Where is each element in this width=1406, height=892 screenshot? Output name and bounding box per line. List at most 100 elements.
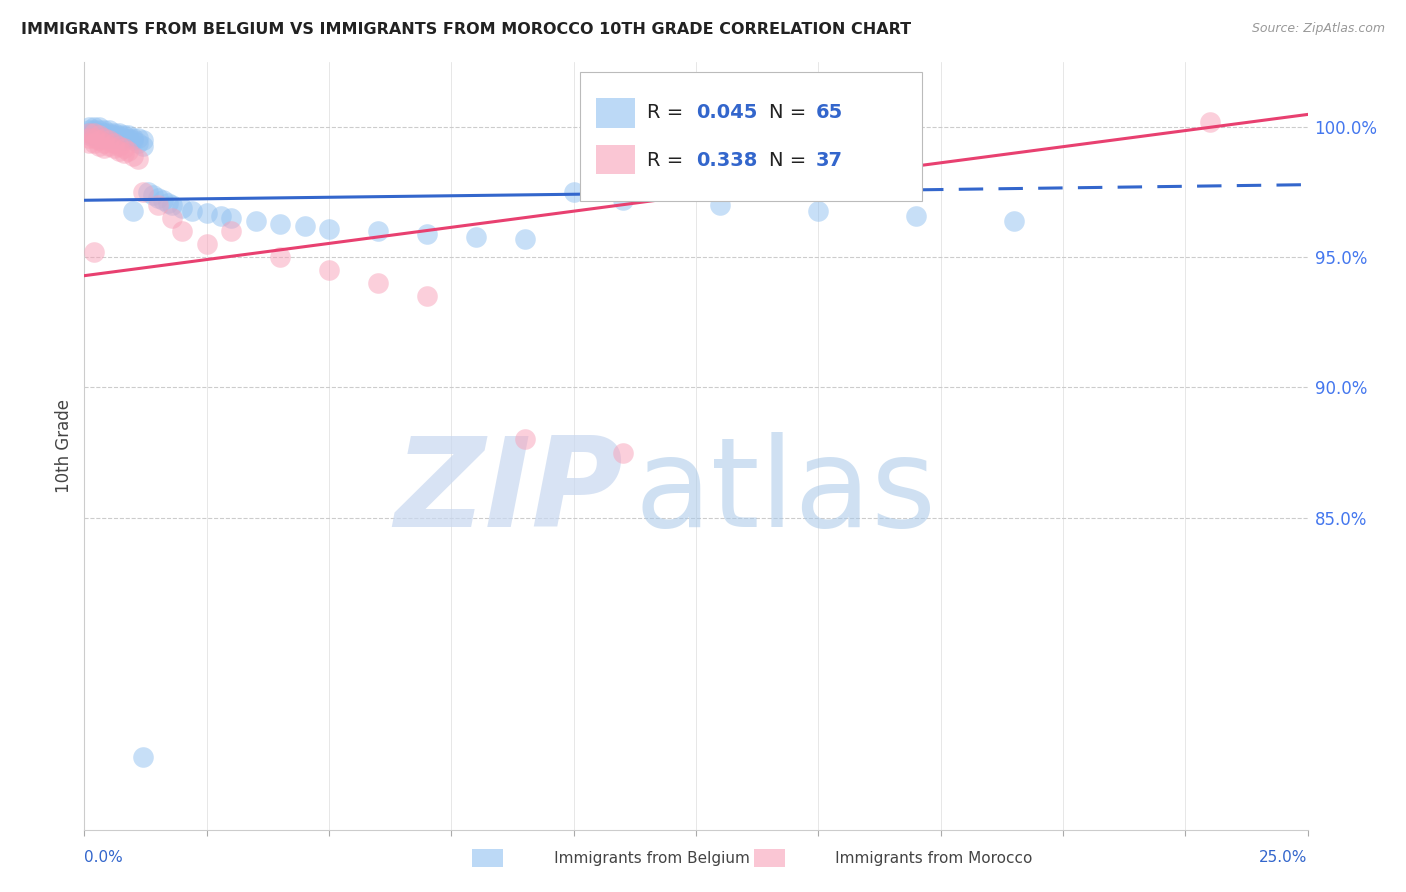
- Point: [709, 198, 731, 212]
- Point: [93, 131, 115, 145]
- Point: [83, 126, 105, 140]
- Point: [107, 138, 129, 153]
- Point: [87, 131, 110, 145]
- Point: [87, 126, 110, 140]
- Point: [269, 251, 291, 265]
- Point: [172, 224, 194, 238]
- FancyBboxPatch shape: [754, 849, 785, 867]
- Point: [87, 123, 110, 137]
- FancyBboxPatch shape: [472, 849, 503, 867]
- Point: [83, 126, 105, 140]
- Point: [294, 219, 316, 234]
- Point: [367, 224, 389, 238]
- Point: [77, 128, 100, 143]
- Point: [612, 194, 634, 208]
- Text: 0.338: 0.338: [696, 151, 758, 170]
- Point: [416, 289, 439, 303]
- Point: [93, 126, 115, 140]
- Y-axis label: 10th Grade: 10th Grade: [55, 399, 73, 493]
- Point: [122, 131, 145, 145]
- Point: [1002, 214, 1025, 228]
- Point: [97, 138, 120, 153]
- Point: [513, 232, 536, 246]
- Point: [93, 128, 115, 143]
- Point: [156, 195, 179, 210]
- Bar: [596, 98, 636, 128]
- Point: [77, 126, 100, 140]
- Text: Immigrants from Belgium: Immigrants from Belgium: [520, 851, 749, 865]
- Point: [367, 277, 389, 291]
- Point: [318, 263, 340, 277]
- Point: [112, 131, 135, 145]
- Text: 65: 65: [815, 103, 844, 122]
- Point: [146, 191, 169, 205]
- Point: [132, 138, 155, 153]
- Point: [122, 203, 145, 218]
- Text: R =: R =: [647, 103, 689, 122]
- Text: N =: N =: [769, 151, 813, 170]
- Point: [93, 123, 115, 137]
- Text: R =: R =: [647, 151, 689, 170]
- Point: [83, 136, 105, 150]
- Point: [77, 126, 100, 140]
- Point: [103, 131, 125, 145]
- Point: [146, 198, 169, 212]
- Point: [513, 433, 536, 447]
- Point: [122, 149, 145, 163]
- Point: [416, 227, 439, 241]
- Point: [209, 209, 232, 223]
- Point: [117, 128, 139, 143]
- Point: [1198, 115, 1220, 129]
- Point: [112, 141, 135, 155]
- Point: [77, 131, 100, 145]
- Point: [612, 445, 634, 459]
- Point: [117, 131, 139, 145]
- Text: N =: N =: [769, 103, 813, 122]
- Text: 0.045: 0.045: [696, 103, 758, 122]
- Point: [103, 126, 125, 140]
- Point: [181, 203, 204, 218]
- Point: [103, 128, 125, 143]
- Text: IMMIGRANTS FROM BELGIUM VS IMMIGRANTS FROM MOROCCO 10TH GRADE CORRELATION CHART: IMMIGRANTS FROM BELGIUM VS IMMIGRANTS FR…: [21, 22, 911, 37]
- FancyBboxPatch shape: [579, 71, 922, 201]
- Point: [83, 120, 105, 135]
- Point: [83, 123, 105, 137]
- Point: [112, 146, 135, 161]
- Point: [142, 188, 165, 202]
- Point: [77, 120, 100, 135]
- Point: [97, 131, 120, 145]
- Point: [87, 128, 110, 143]
- Text: 0.0%: 0.0%: [84, 850, 124, 865]
- Point: [195, 237, 218, 252]
- Point: [122, 133, 145, 147]
- Point: [83, 245, 105, 260]
- Point: [77, 136, 100, 150]
- Point: [136, 186, 159, 200]
- Point: [97, 128, 120, 143]
- Point: [93, 131, 115, 145]
- Point: [97, 126, 120, 140]
- Point: [318, 222, 340, 236]
- Point: [103, 136, 125, 150]
- Point: [464, 229, 486, 244]
- Point: [83, 128, 105, 143]
- Text: 25.0%: 25.0%: [1260, 850, 1308, 865]
- Point: [905, 209, 928, 223]
- Point: [83, 131, 105, 145]
- Point: [107, 144, 129, 158]
- Point: [87, 120, 110, 135]
- Point: [127, 131, 149, 145]
- Text: Immigrants from Morocco: Immigrants from Morocco: [801, 851, 1033, 865]
- Point: [107, 128, 129, 143]
- Point: [87, 128, 110, 143]
- Bar: [596, 145, 636, 174]
- Point: [112, 133, 135, 147]
- Point: [132, 133, 155, 147]
- Point: [162, 211, 184, 226]
- Point: [103, 141, 125, 155]
- Point: [219, 224, 242, 238]
- Text: Source: ZipAtlas.com: Source: ZipAtlas.com: [1251, 22, 1385, 36]
- Point: [562, 186, 585, 200]
- Point: [112, 128, 135, 143]
- Point: [132, 186, 155, 200]
